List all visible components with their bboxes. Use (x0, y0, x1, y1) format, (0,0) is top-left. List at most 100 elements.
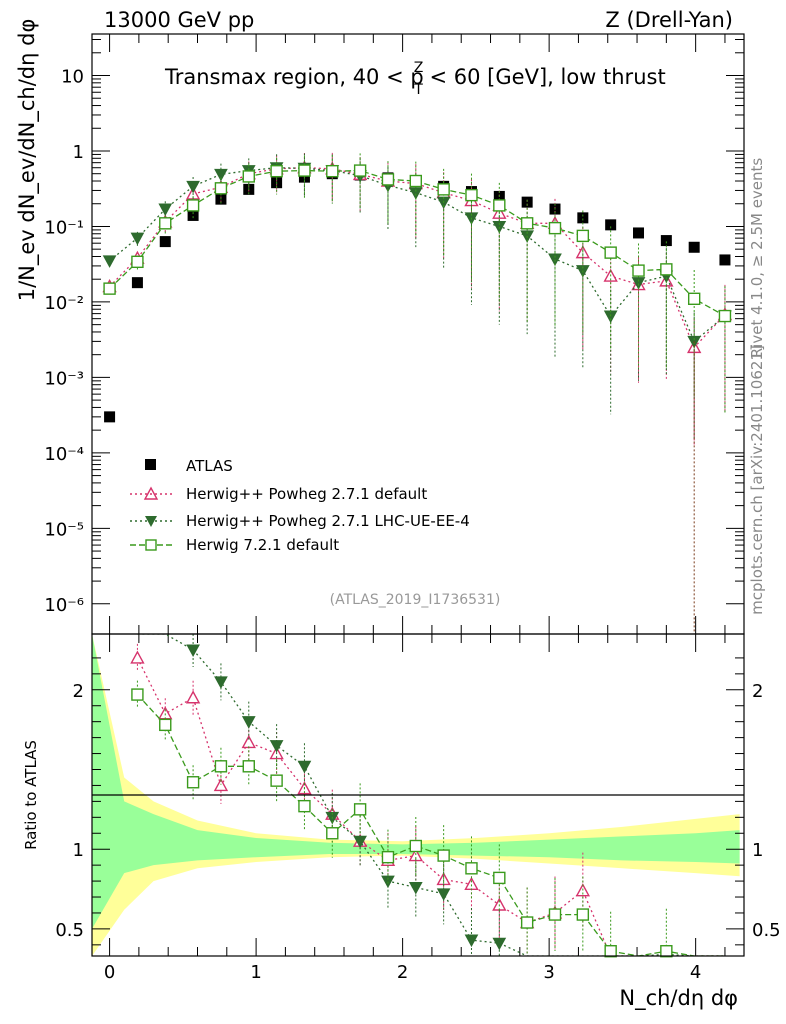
ratio-2-point (604, 945, 617, 958)
ratio-1-point (464, 934, 479, 948)
atlas-point (577, 212, 589, 224)
header-left: 13000 GeV pp (104, 8, 254, 32)
ratio-0-point (408, 848, 423, 862)
ratio-1-point (353, 835, 367, 849)
ratio-tick-label: 2 (73, 681, 84, 702)
ratio-2-point (326, 827, 339, 840)
series-2-point (102, 255, 117, 268)
series-3-point (353, 164, 367, 177)
series-3-point (131, 255, 144, 269)
ratio-line-0 (136, 657, 725, 956)
y-tick-label: 10⁻⁶ (44, 595, 84, 616)
series-2-point (408, 187, 423, 200)
plot-title-end: < 60 [GeV], low thrust (423, 65, 666, 89)
x-tick-label: 2 (397, 962, 408, 983)
series-2-point (158, 203, 173, 217)
series-2-point (214, 168, 228, 182)
header-right: Z (Drell-Yan) (605, 8, 733, 32)
ratio-2-point (493, 871, 506, 885)
series-2-point (548, 253, 562, 267)
legend-marker-herwig-pp-ue (145, 516, 157, 527)
series-3-point (548, 221, 562, 235)
y-tick-label: 10 (61, 67, 84, 88)
y-tick-label: 10⁻¹ (44, 217, 84, 238)
ratio-1-point (241, 716, 256, 729)
analysis-id: (ATLAS_2019_I1736531) (330, 592, 501, 608)
series-layer (102, 152, 733, 634)
ratio-2-point (131, 688, 144, 701)
ratio-tick-label-right: 0.5 (752, 920, 781, 941)
ratio-line-2 (136, 694, 725, 956)
ratio-tick-label: 1 (73, 840, 84, 861)
ratio-2-point (242, 760, 255, 773)
atlas-point (521, 196, 533, 208)
series-3-point (242, 170, 255, 183)
series-3-point (409, 174, 423, 188)
ratio-2-point (409, 839, 423, 853)
y-tick-label: 10⁻⁵ (44, 519, 84, 540)
series-2-point (631, 277, 646, 290)
y-tick-label: 1 (73, 142, 84, 163)
y-tick-label: 10⁻³ (44, 368, 84, 389)
ratio-line-1 (137, 634, 725, 956)
rivet-label: Rivet 4.1.0, ≥ 2.5M events (748, 158, 766, 359)
ratio-2-point (465, 862, 478, 875)
ratio-1-point (269, 740, 284, 753)
series-3-point (381, 173, 395, 186)
series-2-point (603, 310, 618, 324)
x-axis-label: N_ch/dη dφ (619, 986, 738, 1011)
ratio-axis-ticks: 0 1 2 3 4 0.5 0.5 1 1 2 2 (55, 634, 781, 983)
ratio-0-point (185, 690, 201, 704)
y-tick-label: 10⁻² (44, 293, 84, 314)
x-tick-label: 1 (250, 962, 261, 983)
x-tick-label: 0 (104, 962, 115, 983)
series-2-point (186, 180, 200, 194)
series-3-point (103, 282, 116, 295)
legend-marker-atlas (145, 459, 156, 470)
ratio-2-point (353, 803, 367, 816)
y-axis-label-main: 1/N_ev dN_ev/dN_ch/dη dφ (15, 19, 40, 302)
atlas-point (104, 411, 116, 423)
series-3-point (576, 229, 590, 243)
series-3-point (632, 264, 645, 277)
ratio-band-inner (92, 634, 740, 929)
ratio-1-point (492, 937, 507, 951)
atlas-point (159, 236, 171, 248)
ratio-tick-label-right: 1 (752, 840, 763, 861)
series-line-1 (109, 167, 726, 349)
legend: ATLAS Herwig++ Powheg 2.7.1 default Herw… (130, 457, 470, 554)
ratio-uncertainty-band (92, 634, 740, 956)
ratio-2-point (437, 849, 450, 862)
series-3-point (326, 164, 339, 178)
series-3-point (687, 292, 701, 306)
plot-title: Transmax region, 40 < pZ T < 60 [GeV], lo… (164, 60, 666, 98)
series-3-point (437, 183, 450, 196)
main-axis-ticks: 10⁻⁶ 10⁻⁵ 10⁻⁴ 10⁻³ 10⁻² 10⁻¹ 1 10 (44, 34, 744, 634)
ratio-series-layer (130, 634, 725, 958)
atlas-point (719, 254, 731, 266)
series-3-point (493, 199, 506, 212)
ratio-0-point (158, 706, 173, 720)
y-axis-label-ratio: Ratio to ATLAS (22, 740, 40, 850)
legend-marker-herwig7 (145, 539, 157, 551)
y-tick-label: 10⁻⁴ (44, 444, 84, 465)
ratio-2-point (660, 945, 673, 958)
ratio-2-point (576, 908, 590, 921)
ratio-2-point (520, 916, 534, 929)
series-3-point (520, 217, 534, 230)
mcplots-label: mcplots.cern.ch [arXiv:2401.10621] (748, 345, 766, 615)
atlas-point (660, 235, 672, 247)
series-3-point (214, 182, 228, 195)
ratio-2-point (159, 718, 172, 732)
atlas-point (131, 277, 143, 289)
plot-title-sup: Z (414, 60, 424, 76)
atlas-point (187, 209, 199, 221)
ratio-1-point (297, 760, 312, 774)
legend-marker-herwig-pp-default (143, 486, 159, 500)
series-3-point (159, 217, 172, 230)
atlas-point (688, 241, 700, 253)
plot-title-start: Transmax region, 40 < p (164, 65, 424, 89)
legend-label-herwig-pp-ue: Herwig++ Powheg 2.7.1 LHC-UE-EE-4 (186, 512, 470, 530)
ratio-1-point (408, 881, 423, 895)
